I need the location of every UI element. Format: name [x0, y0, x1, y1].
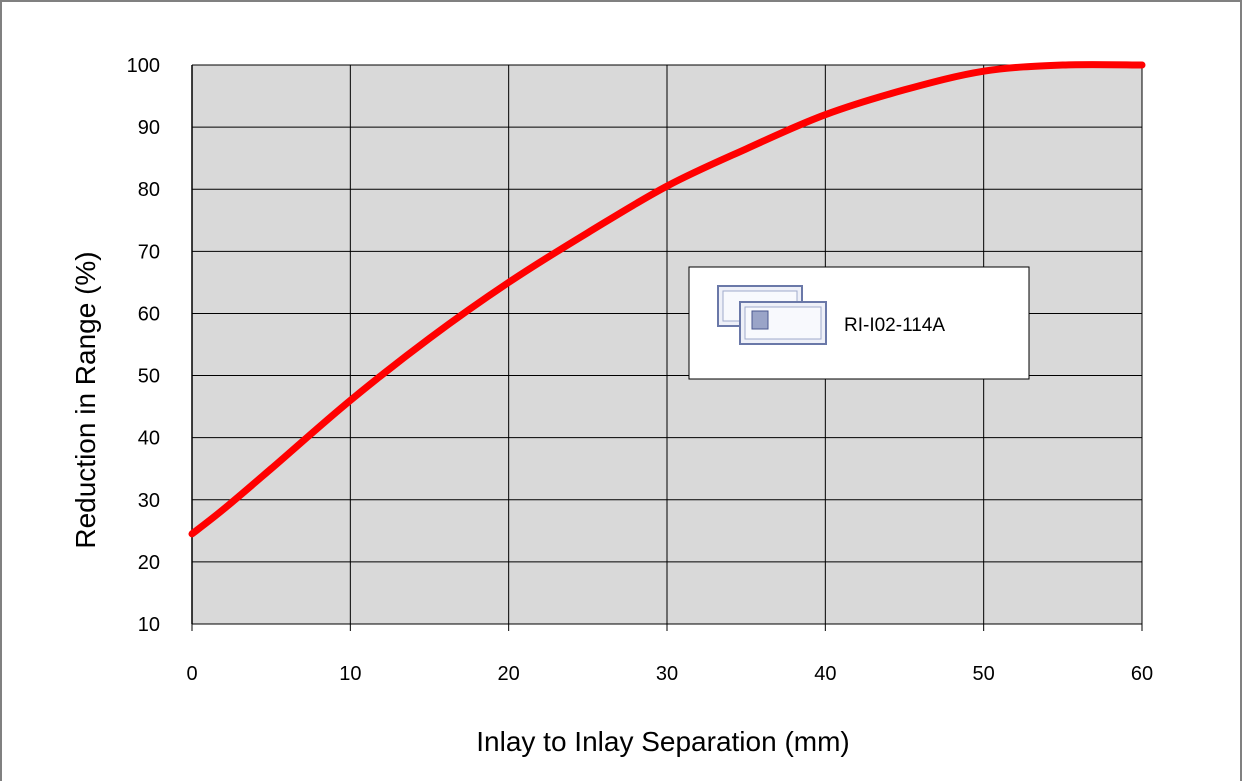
x-tick-label: 50	[973, 663, 995, 685]
y-axis-title: Reduction in Range (%)	[70, 251, 101, 548]
y-tick-label: 10	[138, 614, 160, 636]
series-layer	[188, 61, 1146, 538]
inlay-tag-icon	[717, 285, 827, 345]
x-tick-label: 60	[1131, 663, 1153, 685]
data-point	[904, 89, 905, 91]
data-point	[666, 185, 668, 187]
data-point	[1062, 64, 1064, 66]
legend: RI-I02-114A	[688, 266, 1030, 380]
y-tick-label: 30	[138, 490, 160, 512]
series-line	[188, 61, 1146, 538]
x-tick-labels: 0 10 20 30 40 50 60	[186, 663, 1153, 685]
y-tick-labels: 10 20 30 40 50 60 70 80 90 100	[127, 55, 160, 636]
x-tick-label: 40	[814, 663, 836, 685]
y-tick-label: 40	[138, 428, 160, 450]
data-point	[223, 508, 225, 510]
y-tick-label: 100	[127, 55, 160, 77]
legend-entry-label: RI-I02-114A	[844, 315, 945, 336]
y-tick-label: 70	[138, 241, 160, 263]
data-point	[983, 70, 985, 72]
grid-lines	[191, 64, 1143, 631]
x-axis-title: Inlay to Inlay Separation (mm)	[476, 726, 850, 757]
x-tick-label: 10	[339, 663, 361, 685]
data-point	[745, 148, 747, 150]
y-tick-label: 50	[138, 366, 160, 388]
y-tick-label: 90	[138, 117, 160, 139]
data-point	[270, 468, 272, 470]
data-point	[429, 337, 430, 339]
data-point	[587, 232, 589, 234]
data-point	[1141, 64, 1143, 66]
y-tick-label: 60	[138, 303, 160, 325]
x-tick-label: 0	[186, 663, 197, 685]
data-point	[191, 533, 193, 535]
y-tick-label: 20	[138, 552, 160, 574]
data-point	[508, 281, 510, 283]
y-tick-label: 80	[138, 179, 160, 201]
data-point	[349, 399, 351, 401]
data-point	[824, 114, 826, 116]
x-tick-label: 30	[656, 663, 678, 685]
x-tick-label: 20	[498, 663, 520, 685]
